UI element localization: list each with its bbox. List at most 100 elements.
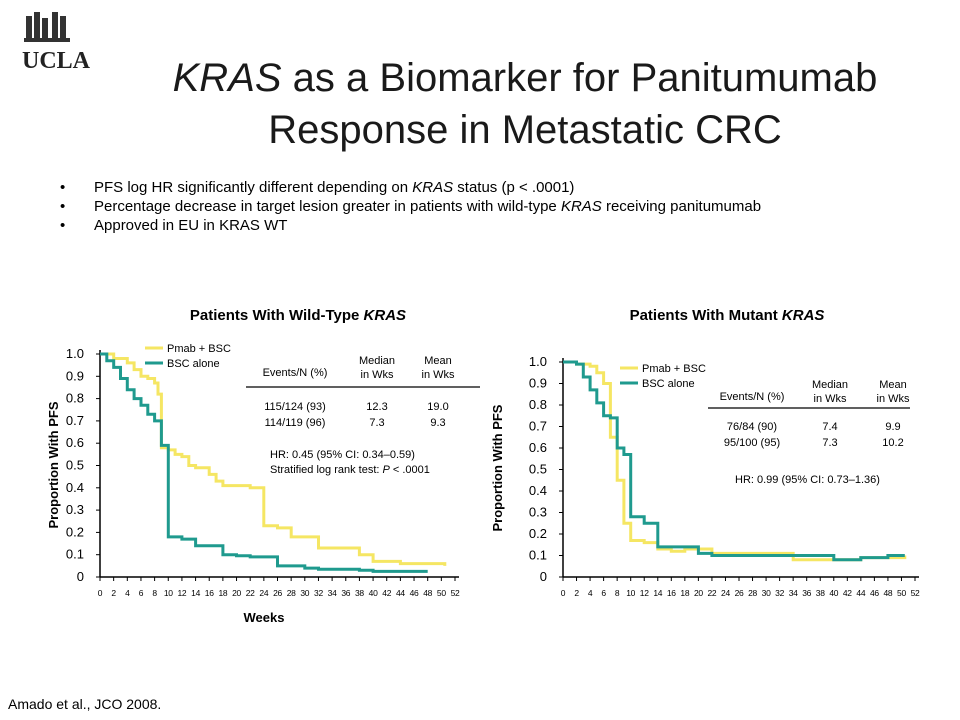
mut-table-cell: 76/84 (90) [727, 421, 777, 433]
mut-y-tick-label: 0.2 [529, 526, 547, 541]
wt-x-tick-label: 32 [314, 588, 323, 598]
wt-table-header-median: Median [359, 355, 395, 367]
wt-table-cell: 115/124 (93) [264, 401, 326, 413]
wt-x-tick-label: 18 [218, 588, 227, 598]
mut-x-tick-label: 12 [640, 588, 649, 598]
wt-x-tick-label: 12 [177, 588, 186, 598]
wt-y-tick-label: 0.5 [66, 458, 84, 473]
mut-x-tick-label: 22 [707, 588, 716, 598]
svg-text:UCLA: UCLA [22, 48, 91, 72]
wt-table-cell: 19.0 [427, 401, 448, 413]
bullet-1: PFS log HR significantly different depen… [60, 180, 880, 197]
mut-table-header-mean-2: in Wks [877, 393, 911, 405]
mut-x-tick-label: 34 [789, 588, 798, 598]
wt-table-header-mean-2: in Wks [422, 369, 456, 381]
wt-table-cell: 9.3 [430, 417, 445, 429]
wt-table-header-mean: Mean [424, 355, 452, 367]
mut-y-tick-label: 0.7 [529, 419, 547, 434]
wt-y-tick-label: 0.1 [66, 547, 84, 562]
wt-y-tick-label: 0.4 [66, 480, 84, 495]
mut-legend-label: BSC alone [642, 378, 695, 390]
mut-chart-title: Patients With Mutant KRAS [630, 307, 825, 324]
title-line2: Response in Metastatic CRC [268, 108, 782, 152]
mut-x-tick-label: 44 [856, 588, 865, 598]
mut-x-tick-label: 2 [574, 588, 579, 598]
mut-x-tick-label: 40 [829, 588, 838, 598]
wt-x-tick-label: 26 [273, 588, 282, 598]
wt-x-tick-label: 44 [396, 588, 405, 598]
wt-y-tick-label: 0.8 [66, 391, 84, 406]
wt-y-tick-label: 0.7 [66, 413, 84, 428]
wt-x-tick-label: 50 [437, 588, 446, 598]
wt-x-tick-label: 28 [287, 588, 296, 598]
mut-x-tick-label: 0 [561, 588, 566, 598]
wt-legend-label: BSC alone [167, 358, 220, 370]
mut-table-cell: 10.2 [882, 437, 903, 449]
wt-x-tick-label: 8 [152, 588, 157, 598]
mut-y-tick-label: 0.9 [529, 376, 547, 391]
mut-x-tick-label: 6 [601, 588, 606, 598]
mut-table-cell: 95/100 (95) [724, 437, 780, 449]
wt-y-tick-label: 0.3 [66, 502, 84, 517]
mut-y-tick-label: 1.0 [529, 354, 547, 369]
wt-y-tick-label: 0.9 [66, 368, 84, 383]
wt-x-tick-label: 40 [369, 588, 378, 598]
wt-bsc-line [100, 352, 428, 573]
wt-legend-label: Pmab + BSC [167, 343, 231, 355]
wt-table-header-events: Events/N (%) [263, 367, 328, 379]
mut-y-tick-label: 0 [540, 569, 547, 584]
mut-y-tick-label: 0.5 [529, 462, 547, 477]
mut-x-tick-label: 4 [588, 588, 593, 598]
slide-title: KRAS as a Biomarker for Panitumumab Resp… [110, 52, 940, 156]
wt-table-cell: 12.3 [366, 401, 387, 413]
mut-x-tick-label: 28 [748, 588, 757, 598]
wt-x-tick-label: 38 [355, 588, 364, 598]
mut-table-header-events: Events/N (%) [720, 391, 785, 403]
wt-x-tick-label: 20 [232, 588, 241, 598]
wt-x-tick-label: 6 [139, 588, 144, 598]
wt-x-tick-label: 0 [98, 588, 103, 598]
mut-x-tick-label: 52 [911, 588, 920, 598]
mut-x-tick-label: 18 [680, 588, 689, 598]
wt-x-tick-label: 34 [328, 588, 337, 598]
title-line1: as a Biomarker for Panitumumab [281, 56, 878, 100]
mut-legend-label: Pmab + BSC [642, 363, 706, 375]
wt-x-tick-label: 22 [246, 588, 255, 598]
wt-table-header-median-2: in Wks [361, 369, 395, 381]
citation: Amado et al., JCO 2008. [8, 696, 162, 712]
wt-x-tick-label: 16 [205, 588, 214, 598]
wt-table-cell: 7.3 [369, 417, 384, 429]
wt-x-tick-label: 2 [111, 588, 116, 598]
mut-y-tick-label: 0.1 [529, 548, 547, 563]
mut-bsc-line [563, 360, 905, 562]
mut-x-tick-label: 50 [897, 588, 906, 598]
mut-table-header-median-2: in Wks [814, 393, 848, 405]
mut-x-tick-label: 46 [870, 588, 879, 598]
mut-x-tick-label: 14 [653, 588, 662, 598]
mut-x-tick-label: 20 [694, 588, 703, 598]
mut-x-tick-label: 24 [721, 588, 730, 598]
wt-x-tick-label: 42 [382, 588, 391, 598]
bullet-2: Percentage decrease in target lesion gre… [60, 199, 880, 216]
ucla-logo: UCLA [22, 12, 91, 72]
mut-y-tick-label: 0.6 [529, 440, 547, 455]
wt-x-tick-label: 48 [423, 588, 432, 598]
mut-table-cell: 9.9 [885, 421, 900, 433]
wt-x-tick-label: 30 [300, 588, 309, 598]
title-kras: KRAS [172, 56, 282, 100]
mut-x-tick-label: 38 [816, 588, 825, 598]
wt-y-tick-label: 0.2 [66, 524, 84, 539]
bullet-list: PFS log HR significantly different depen… [60, 180, 880, 237]
wt-y-tick-label: 1.0 [66, 346, 84, 361]
mut-y-tick-label: 0.4 [529, 483, 547, 498]
wt-x-tick-label: 4 [125, 588, 130, 598]
wt-x-axis-label: Weeks [244, 610, 285, 625]
mut-x-tick-label: 10 [626, 588, 635, 598]
wt-pmab-line [100, 352, 447, 566]
mut-table-cell: 7.3 [822, 437, 837, 449]
mut-x-tick-label: 36 [802, 588, 811, 598]
wt-x-tick-label: 36 [341, 588, 350, 598]
wt-hazard-ratio: HR: 0.45 (95% CI: 0.34–0.59) [270, 449, 415, 461]
wt-log-rank-test: Stratified log rank test: P < .0001 [270, 464, 430, 476]
